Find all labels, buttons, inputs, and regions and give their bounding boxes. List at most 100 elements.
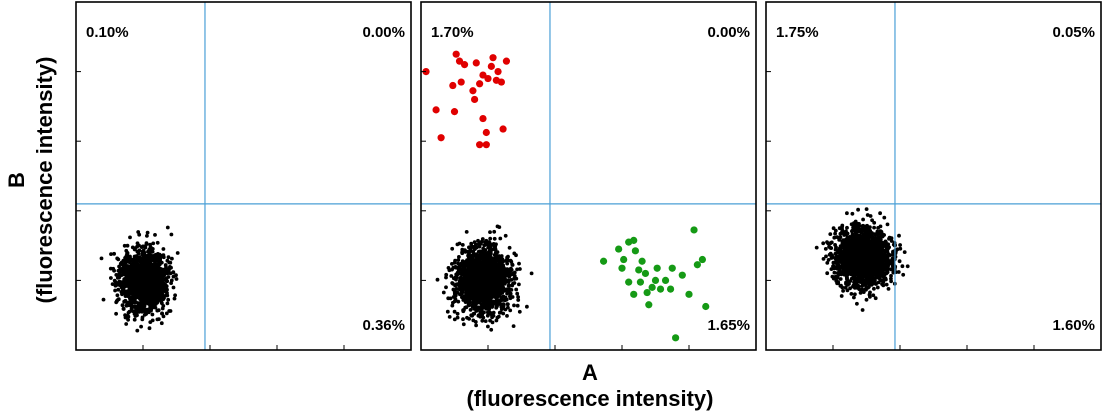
population-point — [160, 292, 165, 296]
b-positive-point — [497, 78, 505, 86]
population-point — [472, 277, 477, 282]
a-positive-point — [643, 288, 651, 297]
population-point — [157, 260, 162, 265]
population-point — [129, 263, 134, 268]
population-point — [469, 276, 473, 281]
b-positive-point — [482, 141, 490, 149]
population-point — [132, 317, 137, 322]
a-positive-point — [685, 290, 693, 298]
population-point — [503, 270, 508, 274]
population-point — [453, 294, 458, 298]
population-point — [463, 284, 468, 289]
main-population — [435, 224, 534, 332]
population-point — [444, 275, 448, 280]
population-point — [130, 282, 134, 286]
population-point — [444, 272, 449, 277]
population-point — [897, 259, 902, 264]
population-point — [128, 260, 133, 265]
population-point — [468, 247, 473, 252]
quadrant-upper-right-label: 0.00% — [707, 24, 750, 41]
population-point — [159, 288, 164, 293]
population-point — [468, 308, 473, 312]
quadrant-upper-left-label: 0.10% — [86, 24, 129, 41]
b-positive-point — [487, 62, 495, 70]
population-point — [145, 275, 150, 279]
population-point — [147, 326, 152, 331]
population-point — [453, 258, 457, 263]
population-point — [487, 291, 492, 296]
population-point — [157, 252, 162, 257]
population-point — [486, 258, 491, 263]
population-point — [124, 303, 129, 308]
population-point — [132, 254, 137, 259]
population-point — [525, 304, 529, 309]
population-point — [499, 295, 504, 299]
population-point — [161, 247, 166, 251]
population-point — [162, 277, 166, 281]
population-point — [484, 280, 488, 284]
population-point — [450, 246, 455, 251]
population-point — [132, 275, 136, 280]
a-positive-point — [672, 334, 680, 342]
population-point — [493, 247, 498, 252]
population-point — [529, 271, 534, 276]
population-point — [172, 296, 177, 301]
population-point — [140, 317, 145, 322]
population-point — [164, 265, 168, 269]
population-point — [828, 232, 833, 237]
population-point — [155, 274, 160, 279]
population-point — [454, 287, 459, 291]
population-point — [153, 268, 158, 272]
population-point — [146, 268, 151, 273]
population-point — [470, 296, 474, 301]
population-point — [155, 299, 160, 304]
a-positive-point — [631, 247, 640, 255]
population-point — [489, 251, 493, 256]
a-positive-point — [638, 257, 646, 265]
population-point — [136, 251, 141, 256]
a-positive-point — [625, 278, 633, 286]
population-point — [471, 272, 475, 277]
population-point — [474, 309, 479, 313]
population-point — [461, 317, 465, 322]
population-point — [487, 248, 492, 253]
population-point — [463, 305, 468, 310]
population-point — [169, 232, 174, 237]
population-point — [121, 307, 126, 311]
b-positive-point — [449, 81, 457, 90]
population-point — [122, 243, 127, 248]
population-point — [856, 207, 860, 212]
population-point — [498, 236, 503, 241]
population-point — [885, 222, 890, 227]
population-point — [814, 245, 819, 250]
population-point — [476, 249, 481, 254]
population-point — [900, 264, 905, 269]
population-point — [112, 251, 116, 256]
population-point — [130, 309, 135, 313]
population-point — [441, 290, 446, 295]
population-point — [505, 314, 509, 318]
b-positive-point — [476, 80, 484, 88]
a-positive-point — [656, 285, 665, 293]
population-point — [131, 294, 135, 299]
population-point — [143, 278, 148, 283]
population-point — [489, 327, 494, 332]
a-positive-point — [618, 264, 626, 272]
population-point — [135, 257, 139, 261]
population-point — [512, 270, 517, 275]
population-point — [497, 310, 502, 315]
population-point — [485, 264, 489, 269]
a-positive-point — [620, 255, 628, 264]
b-positive-point — [452, 50, 460, 58]
population-point — [156, 285, 161, 290]
a-positive-point — [678, 271, 686, 279]
population-point — [161, 255, 166, 260]
population-point — [508, 308, 513, 313]
a-positive-point — [702, 302, 710, 311]
population-point — [488, 318, 492, 323]
population-point — [133, 309, 138, 314]
b-positive-point — [460, 61, 469, 69]
population-point — [123, 268, 128, 272]
population-point — [838, 250, 843, 255]
population-point — [460, 278, 465, 282]
